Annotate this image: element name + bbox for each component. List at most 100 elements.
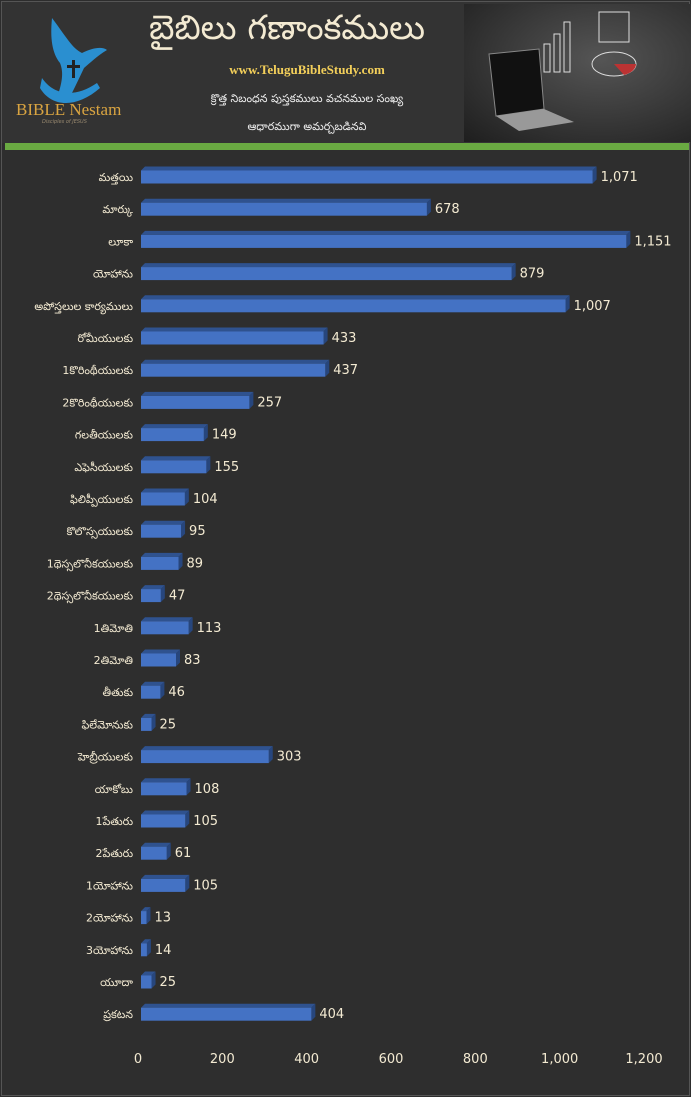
bar — [141, 653, 176, 667]
bar-top — [141, 713, 156, 718]
bar-side — [323, 327, 328, 345]
bar-top — [141, 327, 328, 332]
value-label: 105 — [193, 878, 218, 893]
header: BIBLE Nestam Disciples of JESUS బైబిలు గ… — [2, 2, 691, 143]
category-label: 1తిమోతి — [94, 622, 134, 635]
bar — [141, 782, 187, 796]
bar-side — [203, 424, 208, 442]
value-label: 437 — [333, 363, 358, 378]
bar-top — [141, 230, 631, 235]
bar — [141, 814, 186, 828]
bar — [141, 363, 326, 377]
bar-side — [175, 649, 180, 667]
bar-side — [185, 874, 190, 892]
category-label: మార్కు — [102, 203, 133, 217]
bar-side — [565, 295, 570, 313]
bar-top — [141, 295, 570, 300]
category-label: తీతుకు — [102, 686, 133, 699]
value-label: 47 — [169, 589, 186, 604]
bar-top — [141, 617, 193, 622]
value-label: 95 — [189, 524, 206, 539]
bar-top — [141, 971, 156, 976]
bar-side — [151, 713, 156, 731]
category-label: గలతీయులకు — [75, 429, 133, 442]
bar-top — [141, 263, 516, 268]
category-label: ప్రకటన — [103, 1008, 133, 1022]
bar — [141, 911, 147, 925]
bar-side — [151, 971, 156, 989]
category-label: ఎఫెసీయులకు — [74, 461, 133, 474]
subtitle-line-2: ఆధారముగా అమర్చబడినవి — [247, 120, 367, 133]
value-label: 113 — [197, 621, 222, 636]
bar — [141, 556, 179, 570]
bar — [141, 492, 185, 506]
category-label: రోమీయులకు — [78, 332, 134, 345]
bar-top — [141, 939, 151, 944]
laptop-charts-image — [464, 4, 691, 142]
value-label: 104 — [193, 492, 218, 507]
category-label: హెబ్రీయులకు — [77, 751, 133, 765]
bar-side — [426, 198, 431, 216]
value-label: 433 — [332, 331, 357, 346]
bar-top — [141, 488, 189, 493]
bar-top — [141, 585, 165, 590]
bar-top — [141, 746, 273, 751]
bar — [141, 299, 566, 313]
x-tick-label: 1,000 — [541, 1052, 578, 1067]
bar — [141, 943, 147, 957]
x-tick-label: 1,200 — [625, 1052, 662, 1067]
bar-side — [160, 585, 165, 603]
value-label: 879 — [520, 267, 545, 282]
bar — [141, 846, 167, 860]
x-tick-label: 200 — [210, 1052, 235, 1067]
category-label: 3యోహాను — [86, 944, 133, 957]
bar-side — [626, 230, 631, 248]
bar-top — [141, 359, 330, 364]
dove-logo-icon — [40, 18, 107, 103]
value-label: 14 — [155, 943, 172, 958]
bar-top — [141, 810, 190, 815]
bar-top — [141, 1003, 316, 1008]
bar-side — [146, 907, 151, 925]
bar — [141, 717, 152, 731]
bar — [141, 234, 627, 248]
category-label: 1థెస్సలొనీకయులకు — [47, 557, 133, 571]
category-label: ఫిలేమోనుకు — [81, 718, 133, 731]
laptop-icon — [488, 11, 637, 131]
bar-side — [249, 391, 254, 409]
bar-top — [141, 456, 211, 461]
category-label: 1కొరింథీయులకు — [62, 364, 133, 377]
bar-top — [141, 166, 597, 171]
value-label: 257 — [257, 395, 282, 410]
bar-side — [592, 166, 597, 184]
bar-side — [206, 456, 211, 474]
value-label: 13 — [154, 911, 171, 926]
bar-side — [511, 263, 516, 281]
bar-top — [141, 681, 165, 686]
divider-bar — [5, 143, 689, 150]
value-label: 25 — [160, 975, 177, 990]
value-label: 83 — [184, 653, 201, 668]
x-tick-label: 400 — [294, 1052, 319, 1067]
x-tick-label: 0 — [134, 1052, 142, 1067]
category-label: మత్తయి — [99, 171, 133, 185]
bar — [141, 1007, 312, 1021]
bar-top — [141, 874, 190, 879]
value-label: 404 — [319, 1007, 344, 1022]
brand-tagline: Disciples of JESUS — [42, 119, 87, 125]
bar — [141, 878, 186, 892]
website-link[interactable]: www.TeluguBibleStudy.com — [229, 62, 385, 77]
bar-chart: మత్తయి 1,071 మార్కు 678 లూకా 1,151 యోహాను 879 అప… — [34, 166, 672, 1067]
bar-top — [141, 424, 208, 429]
category-label: అపోస్తలుల కార్యములు — [34, 300, 133, 315]
value-label: 108 — [195, 782, 220, 797]
value-label: 105 — [193, 814, 218, 829]
bar-top — [141, 842, 171, 847]
bar-top — [141, 649, 180, 654]
category-label: 2యోహాను — [86, 912, 133, 925]
bar-top — [141, 520, 186, 525]
category-label: యోహాను — [93, 268, 133, 281]
category-label: 2పేతురు — [95, 847, 133, 860]
category-label: 1యోహాను — [86, 879, 133, 892]
value-label: 1,071 — [601, 170, 638, 185]
